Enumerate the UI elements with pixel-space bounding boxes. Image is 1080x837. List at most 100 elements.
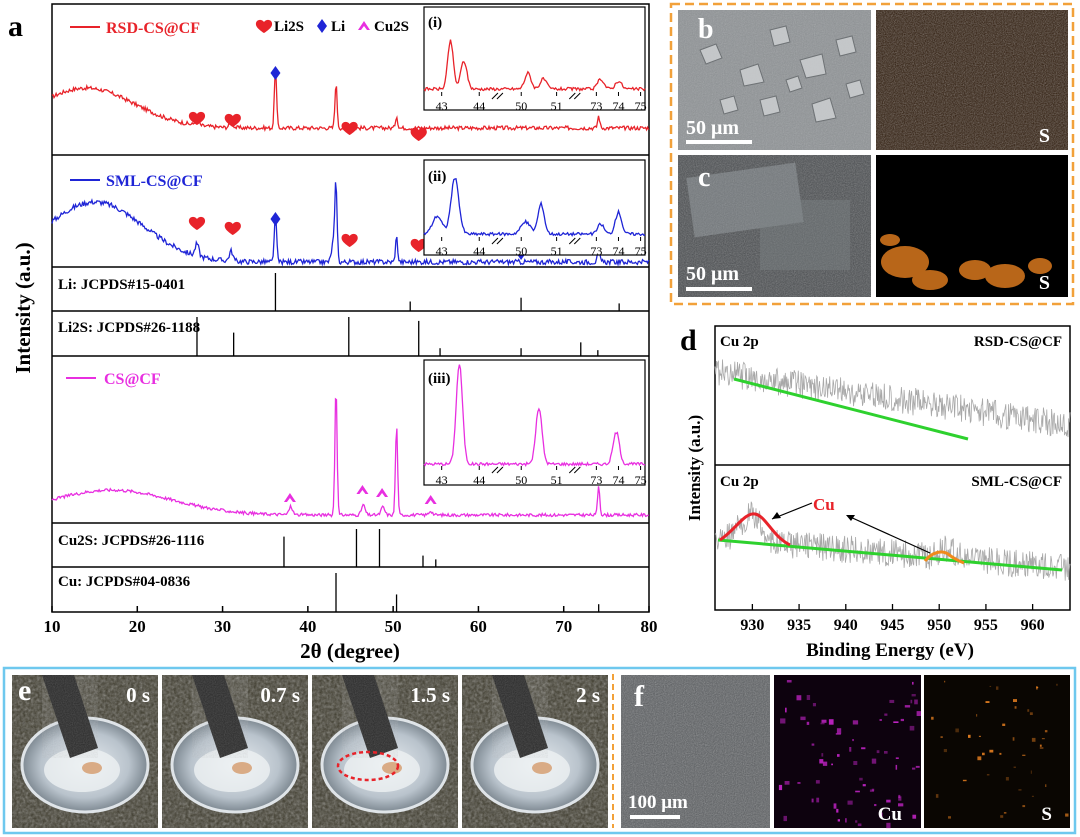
inset-tick-label: 73	[590, 99, 602, 113]
inset-tick-label: 44	[473, 99, 485, 113]
eds-f-cu-label: Cu	[878, 804, 903, 825]
heart-icon	[255, 19, 273, 33]
heart-icon	[188, 216, 206, 230]
xrd-x-tick-label: 60	[470, 617, 487, 636]
photo-frame: 0.7 s	[162, 675, 308, 828]
eds-b-element: S	[1039, 125, 1050, 147]
sem-panel-bc: b 50 μm S c 50 μm S	[669, 2, 1075, 306]
heart-icon	[410, 127, 427, 141]
xrd-x-label: 2θ (degree)	[300, 639, 400, 663]
inset-curve	[423, 39, 646, 92]
highlight-ellipse	[336, 750, 400, 782]
inset-tick-label: 43	[436, 99, 448, 113]
inset-tick-label: 73	[590, 473, 602, 487]
panel-label-d: d	[680, 324, 697, 357]
photo-frame: 0 s	[12, 675, 158, 828]
inset-tick-label: 50	[515, 244, 527, 258]
inset-i: (i) 43 44 50 51 73 74 75	[423, 6, 647, 113]
xps-top-core: Cu 2p	[720, 334, 759, 350]
eds-f-copper	[774, 675, 921, 828]
xrd-curve-SML-CS@CF	[51, 182, 650, 267]
scale-bar-f	[630, 815, 680, 819]
xrd-x-tick-label: 20	[129, 617, 146, 636]
inset-tick-label: 50	[515, 99, 527, 113]
heart-icon	[224, 113, 241, 127]
ref-label-li: Li: JCPDS#15-0401	[58, 277, 185, 293]
eds-c-element: S	[1039, 272, 1050, 294]
triangle-icon	[376, 488, 389, 497]
legend-cu2s-label: Cu2S	[374, 19, 409, 35]
xrd-x-tick-label: 10	[44, 617, 61, 636]
triangle-icon	[424, 495, 437, 504]
inset-tick-label: 74	[612, 473, 624, 487]
inset-tick-label: 75	[635, 244, 647, 258]
panel-label-b: b	[698, 14, 714, 45]
xrd-separators	[52, 154, 649, 568]
xrd-x-tick-label: 70	[555, 617, 572, 636]
panel-label-c: c	[698, 162, 710, 193]
inset-tick-label: 51	[551, 99, 563, 113]
xps-x-tick-label: 950	[927, 617, 951, 634]
xps-baseline-bottom	[717, 538, 1063, 572]
legend-rsd-label: RSD-CS@CF	[106, 20, 200, 37]
panel-label-f: f	[634, 680, 645, 713]
inset-ii: (ii) 43 44 50 51 73 74 75	[423, 159, 647, 258]
scale-bar-b	[686, 140, 752, 144]
inset-tick-label: 43	[436, 473, 448, 487]
inset-iii-label: (iii)	[428, 371, 451, 387]
inset-iii: (iii) 43 44 50 51 73 74 75	[423, 359, 647, 487]
scale-text-f: 100 μm	[628, 792, 688, 813]
xrd-panel: a 10 20 30 40 50 60 70 80 2θ (degree) Intensity…	[8, 3, 658, 663]
xps-y-label: Intensity (a.u.)	[685, 415, 704, 521]
xrd-y-label: Intensity (a.u.)	[11, 242, 35, 373]
legend-cs-label: CS@CF	[104, 371, 161, 388]
xrd-x-tick-label: 30	[214, 617, 231, 636]
diamond-icon	[270, 66, 281, 80]
xrd-x-tick-label: 50	[385, 617, 402, 636]
photo-time-label: 2 s	[576, 683, 600, 707]
scale-text-b: 50 μm	[686, 117, 739, 139]
triangle-icon	[358, 21, 370, 30]
scale-text-c: 50 μm	[686, 263, 739, 285]
xps-noise-trace	[714, 359, 1071, 438]
photo-panel-e: 0 s 0.7 s 1.5 s 2 s e	[2, 666, 1077, 835]
eds-panel-f: f 100 μm Cu S	[621, 675, 1070, 829]
inset-tick-label: 73	[590, 244, 602, 258]
inset-i-label: (i)	[428, 15, 442, 31]
heart-icon	[188, 111, 206, 125]
photo-time-label: 0 s	[126, 683, 150, 707]
phase-markers	[188, 66, 527, 504]
inset-tick-label: 44	[473, 244, 485, 258]
xps-noise-trace	[714, 501, 1071, 581]
xrd-x-tick-label: 80	[641, 617, 658, 636]
triangle-icon	[356, 485, 369, 494]
xps-x-tick-label: 945	[881, 617, 905, 634]
inset-tick-label: 75	[635, 473, 647, 487]
heart-icon	[224, 221, 241, 235]
photo-time-label: 1.5 s	[410, 683, 450, 707]
xps-x-tick-label: 935	[787, 617, 811, 634]
xps-x-tick-label: 940	[834, 617, 858, 634]
inset-tick-label: 50	[515, 473, 527, 487]
xps-panel: d Cu Cu 2p RSD-CS@CF Cu 2p SML-CS@CF 930…	[680, 324, 1071, 661]
legend-li2s-label: Li2S	[274, 19, 304, 35]
eds-f-s-label: S	[1041, 804, 1052, 825]
blue-frame	[2, 666, 1077, 835]
inset-tick-label: 74	[612, 99, 624, 113]
legend-sml-label: SML-CS@CF	[106, 173, 203, 190]
scale-bar-c	[686, 287, 752, 291]
inset-curve	[423, 364, 646, 467]
xps-cu-annotation: Cu	[813, 495, 835, 514]
inset-curve	[423, 178, 646, 238]
diamond-icon	[317, 19, 327, 33]
xps-spectra	[714, 359, 1071, 581]
heart-icon	[341, 233, 358, 247]
reference-lines	[196, 273, 620, 612]
xps-x-tick-label: 955	[974, 617, 998, 634]
xps-x-tick-label: 930	[740, 617, 764, 634]
cu-peak-2	[923, 550, 965, 565]
xps-baseline-top	[733, 377, 969, 441]
cu-peak-1	[719, 512, 791, 547]
xrd-x-axis: 10 20 30 40 50 60 70 80	[44, 606, 658, 636]
panel-label-e: e	[18, 674, 31, 707]
